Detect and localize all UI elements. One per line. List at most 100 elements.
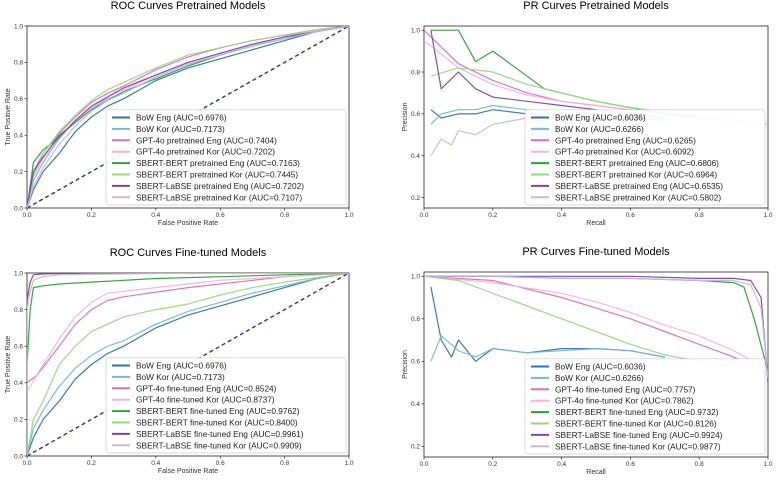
x-axis-label: False Positive Rate [158,220,218,227]
legend-box [524,358,766,455]
series-line [27,273,349,456]
legend-label: GPT-4o fine-tuned Kor (AUC=0.7862) [555,396,694,406]
y-axis-label: True Positive Rate [5,88,12,145]
plot-frame [423,271,769,458]
legend-label: BoW Kor (AUC=0.6266) [555,124,644,134]
legend-label: GPT-4o pretrained Eng (AUC=0.7404) [136,135,277,145]
x-tick-label: 0.4 [151,212,160,219]
series-line [27,273,349,456]
y-tick-label: 0.2 [411,444,420,451]
x-tick-label: 0.8 [280,460,289,467]
x-tick-label: 0.8 [695,212,704,219]
x-tick-label: 0.4 [151,460,160,467]
y-axis-label: Precision [402,350,409,379]
legend-label: GPT-4o pretrained Eng (AUC=0.6265) [555,135,696,145]
x-tick-label: 0.2 [87,460,96,467]
y-tick-label: 0.2 [14,417,23,424]
chart-pr-finetuned: PR Curves Fine-tuned Models 0.0 0.2 0.4 0.6 0… [402,246,773,476]
plot-frame [26,25,350,209]
legend-label: SBERT-BERT pretrained Eng (AUC=0.7163) [136,158,300,168]
series-line [27,273,349,456]
series-line [27,273,349,456]
chart-title: ROC Curves Fine-tuned Models [110,247,267,259]
x-axis-label: False Positive Rate [158,468,218,475]
y-axis-label: Precision [402,103,409,132]
series-line [27,26,349,208]
legend-label: SBERT-LaBSE fine-tuned Eng (AUC=0.9924) [555,430,723,440]
series-line [27,273,349,456]
legend-label: SBERT-LaBSE fine-tuned Eng (AUC=0.9961) [136,429,304,439]
series-line [424,275,762,367]
y-tick-label: 0.8 [14,60,23,67]
y-tick-label: 0.2 [411,195,420,202]
series-line [424,275,768,383]
legend-label: SBERT-BERT pretrained Eng (AUC=0.6806) [555,158,719,168]
y-tick-label: 1.0 [411,27,420,34]
x-tick-label: 1.0 [344,460,353,467]
legend: BoW Eng (AUC=0.6976)BoW Kor (AUC=0.7173)… [105,357,347,454]
y-tick-label: 0.6 [14,96,23,103]
legend-label: GPT-4o fine-tuned Eng (AUC=0.8524) [136,383,277,393]
series-line [27,273,349,456]
x-tick-label: 0.6 [216,212,225,219]
x-tick-label: 0.4 [557,212,566,219]
y-tick-label: 1.0 [14,270,23,277]
y-tick-label: 0.6 [411,111,420,118]
series-line [27,273,349,456]
legend-label: BoW Kor (AUC=0.7173) [136,124,225,134]
x-tick-label: 0.4 [557,461,566,468]
y-tick-label: 0.4 [14,380,23,387]
x-tick-label: 0.8 [695,461,704,468]
legend-label: SBERT-LaBSE pretrained Kor (AUC=0.5802) [555,192,721,202]
x-tick-label: 1.0 [344,212,353,219]
legend-label: GPT-4o fine-tuned Eng (AUC=0.7757) [555,384,696,394]
series-line [424,275,762,371]
y-tick-label: 0.4 [14,133,23,140]
series-line [27,26,349,208]
series-line [27,273,349,456]
chart-title: PR Curves Fine-tuned Models [522,246,670,258]
y-tick-label: 1.0 [411,274,420,281]
legend-label: SBERT-BERT pretrained Kor (AUC=0.6964) [555,170,717,180]
y-tick-label: 0.6 [411,359,420,366]
series-line [430,335,665,362]
legend-box [524,109,766,206]
y-tick-label: 0.0 [14,205,23,212]
legend-label: GPT-4o pretrained Kor (AUC=0.7202) [136,147,275,157]
y-tick-label: 1.0 [14,23,23,30]
series-line [424,275,734,367]
legend-label: BoW Kor (AUC=0.6266) [555,373,644,383]
chart-title: PR Curves Pretrained Models [523,0,669,12]
legend-label: BoW Eng (AUC=0.6036) [555,113,646,123]
series-line [424,275,768,379]
x-tick-label: 0.0 [22,460,31,467]
y-tick-label: 0.8 [411,316,420,323]
x-tick-label: 0.2 [87,212,96,219]
x-tick-label: 0.0 [419,461,428,468]
chart-roc-finetuned: ROC Curves Fine-tuned Models 0.0 0.2 0.4 0.6… [5,247,354,475]
legend-label: SBERT-BERT pretrained Kor (AUC=0.7445) [136,170,298,180]
legend-label: SBERT-LaBSE fine-tuned Kor (AUC=0.9877) [555,441,721,451]
x-tick-label: 0.2 [488,212,497,219]
y-tick-label: 0.0 [14,453,23,460]
legend-label: BoW Eng (AUC=0.6976) [136,113,227,123]
y-tick-label: 0.4 [411,153,420,160]
x-tick-label: 1.0 [763,461,772,468]
x-tick-label: 1.0 [763,212,772,219]
legend-label: SBERT-BERT fine-tuned Kor (AUC=0.8400) [136,418,298,428]
legend-label: SBERT-BERT fine-tuned Eng (AUC=0.9732) [555,407,719,417]
legend-label: BoW Eng (AUC=0.6976) [136,361,227,371]
x-tick-label: 0.6 [626,212,635,219]
legend-box [105,357,347,454]
x-axis-label: Recall [586,220,606,227]
plot-frame [423,25,769,209]
chart-pr-pretrained: PR Curves Pretrained Models 0.0 0.2 0.4 0.6 0… [402,0,773,227]
chart-roc-pretrained: ROC Curves Pretrained Models 0.0 0.2 0.4 0.6… [5,0,354,227]
series-line [27,26,349,208]
legend-label: SBERT-BERT fine-tuned Kor (AUC=0.8126) [555,419,717,429]
y-tick-label: 0.8 [14,307,23,314]
legend-label: SBERT-LaBSE pretrained Kor (AUC=0.7107) [136,192,302,202]
legend: BoW Eng (AUC=0.6036)BoW Kor (AUC=0.6266)… [524,109,766,206]
x-tick-label: 0.0 [22,212,31,219]
